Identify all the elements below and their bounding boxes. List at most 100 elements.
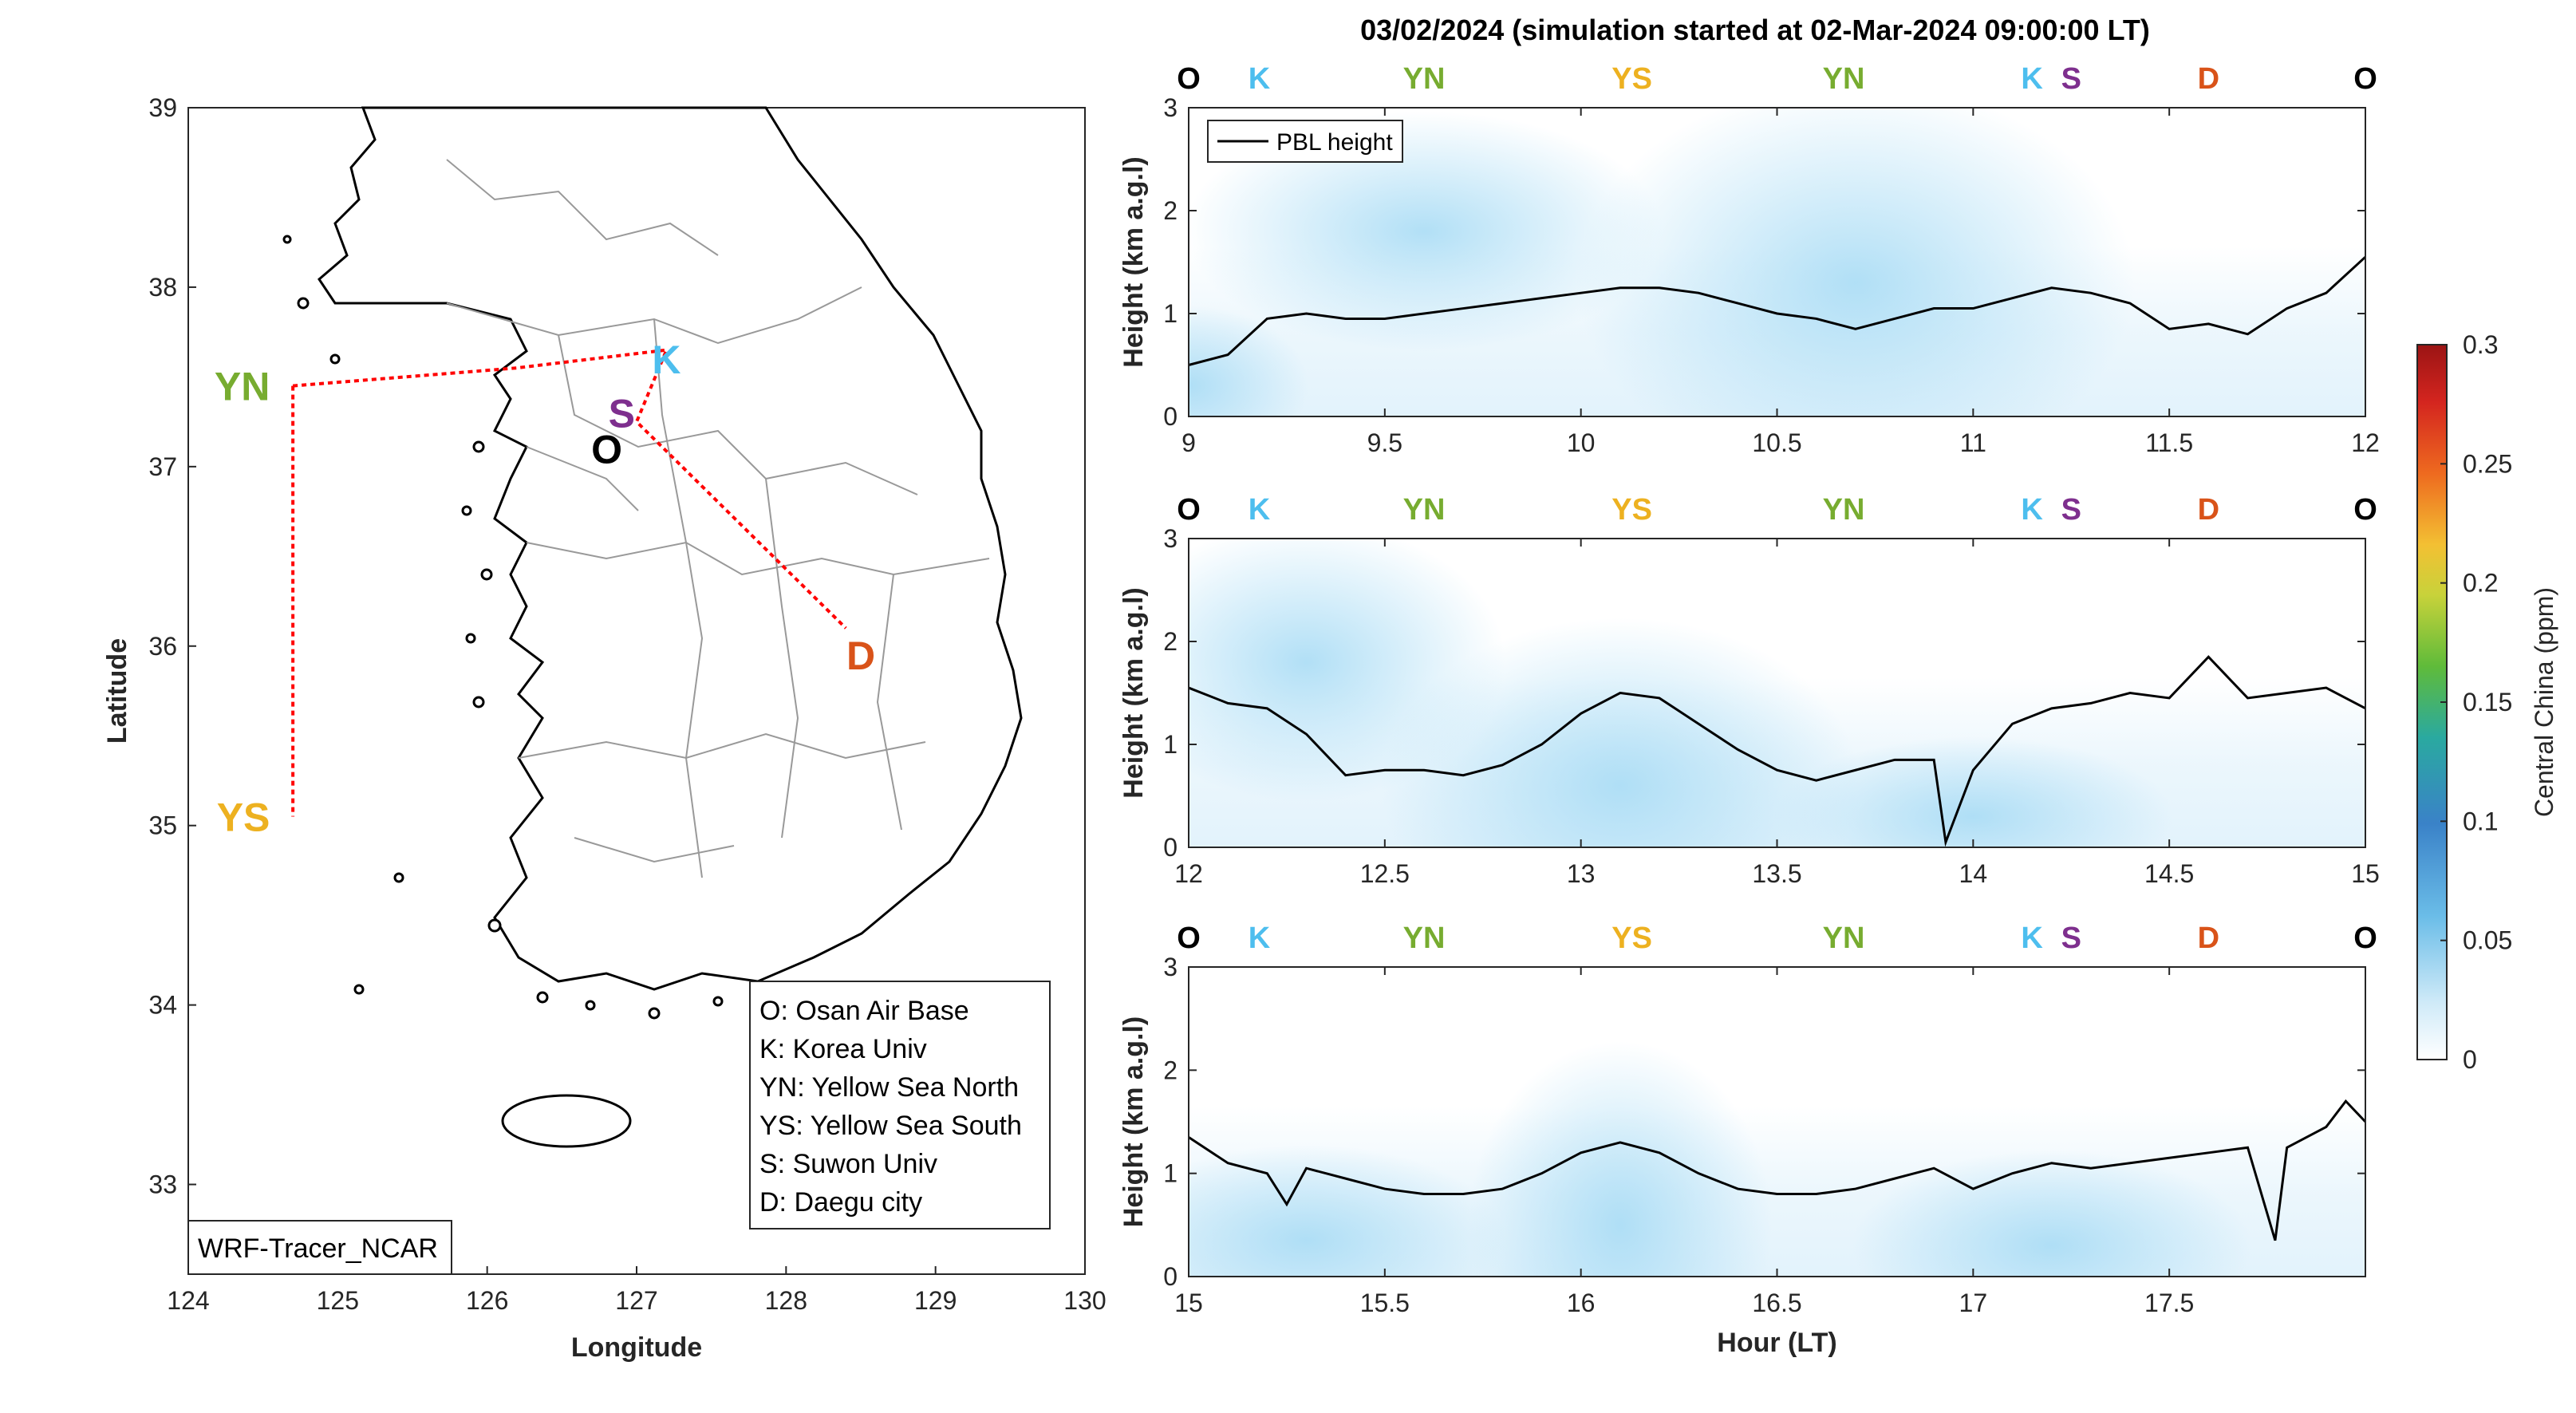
xtick-label: 14	[1959, 859, 1988, 888]
site-label-yn: YN	[1403, 493, 1446, 527]
site-label-yn: YN	[1403, 62, 1446, 96]
xtick-label: 15	[1174, 1289, 1203, 1317]
site-label-k: K	[1249, 493, 1271, 527]
site-label-o: O	[2353, 62, 2377, 96]
site-label-ys: YS	[1611, 922, 1652, 955]
colorbar-tick-label: 0.15	[2463, 688, 2512, 716]
site-label-yn: YN	[1823, 493, 1865, 527]
xtick-label: 13	[1567, 859, 1596, 888]
site-label-d: D	[2198, 493, 2219, 527]
map-ticks: 124 125 126 127 128 129 130 33 34 35 36 37 38 39	[148, 93, 1106, 1315]
figure-title: 03/02/2024 (simulation started at 02-Mar…	[1360, 14, 2150, 46]
ylabel: Height (km a.g.l)	[1118, 587, 1149, 798]
source-label: WRF-Tracer_NCAR	[198, 1233, 438, 1264]
concentration-blob	[1468, 1041, 1772, 1277]
ytick-label: 0	[1163, 1262, 1178, 1291]
pbl-height-line	[1188, 255, 2367, 366]
xtick-label: 14.5	[2144, 859, 2194, 888]
map-xtick-label: 124	[167, 1286, 209, 1315]
ytick-label: 2	[1163, 196, 1178, 225]
map-xtick-label: 128	[765, 1286, 807, 1315]
map-ytick-label: 36	[148, 632, 177, 661]
peninsula-outline	[318, 106, 1023, 991]
map-ytick-label: 34	[148, 991, 177, 1020]
map-legend-entry: YN: Yellow Sea North	[759, 1072, 1019, 1103]
concentration-blob	[1189, 306, 1308, 416]
concentration-blob	[1189, 111, 1663, 351]
map-legend-entry: YS: Yellow Sea South	[759, 1111, 1022, 1141]
map-panel: KSO YN YS D 124 125 126 127 128 129 130 33 34 35 36 37…	[102, 93, 1107, 1363]
site-label-k: K	[1249, 62, 1271, 96]
xtick-label: 15.5	[1360, 1289, 1410, 1317]
ytick-label: 3	[1163, 524, 1178, 553]
site-label-d: D	[2198, 62, 2219, 96]
ytick-label: 3	[1163, 93, 1178, 122]
colorbar-tick-label: 0.05	[2463, 926, 2512, 955]
map-site-d: D	[846, 633, 875, 678]
concentration-blob	[1576, 108, 2135, 416]
site-markers: KSO YN YS D	[215, 337, 875, 840]
xtick-label: 12	[1174, 859, 1203, 888]
xtick-label: 16	[1567, 1289, 1596, 1317]
map-site-ys: YS	[217, 795, 270, 839]
xtick-label: 17	[1959, 1289, 1988, 1317]
site-label-yn: YN	[1823, 922, 1865, 955]
map-xtick-label: 129	[914, 1286, 957, 1315]
ytick-label: 1	[1163, 299, 1178, 328]
map-legend-entry: S: Suwon Univ	[759, 1149, 937, 1179]
site-label-s: S	[2061, 493, 2081, 527]
colorbar-tick-label: 0.3	[2463, 330, 2498, 359]
map-site-yn: YN	[215, 365, 270, 409]
korea-coastline	[282, 106, 1023, 1148]
map-legend-entry: K: Korea Univ	[759, 1034, 927, 1064]
xtick-label: 11.5	[2145, 428, 2193, 457]
ytick-label: 1	[1163, 730, 1178, 759]
map-site-s: S	[609, 391, 635, 436]
site-label-k: K	[2021, 922, 2043, 955]
map-legend-entry: D: Daegu city	[759, 1187, 922, 1218]
map-xtick-label: 127	[615, 1286, 657, 1315]
concentration-blob	[1852, 1150, 2251, 1277]
site-label-o: O	[1177, 493, 1201, 527]
xtick-label: 9.5	[1367, 428, 1402, 457]
site-label-k: K	[1249, 922, 1271, 955]
concentration-blob	[1189, 539, 1506, 802]
track-line	[292, 348, 847, 630]
map-xtick-label: 126	[466, 1286, 508, 1315]
xtick-label: 12.5	[1360, 859, 1410, 888]
xtick-label: 10.5	[1752, 428, 1801, 457]
map-ytick-label: 37	[148, 452, 177, 481]
site-label-k: K	[2021, 62, 2043, 96]
site-label-o: O	[2353, 922, 2377, 955]
colorbar: 0 0.05 0.1 0.15 0.2 0.25 0.3 Central China (pp…	[2416, 330, 2558, 1074]
map-ytick-label: 39	[148, 93, 177, 122]
ytick-label: 2	[1163, 627, 1178, 656]
site-label-k: K	[2021, 493, 2043, 527]
xtick-label: 17.5	[2144, 1289, 2194, 1317]
islands	[282, 235, 724, 1020]
colorbar-tick-label: 0	[2463, 1045, 2477, 1074]
map-xtick-label: 130	[1063, 1286, 1106, 1315]
xlabel: Hour (LT)	[1717, 1328, 1836, 1358]
site-label-o: O	[1177, 922, 1201, 955]
site-label-yn: YN	[1403, 922, 1446, 955]
xtick-label: 13.5	[1752, 859, 1801, 888]
site-label-o: O	[2353, 493, 2377, 527]
concentration-blob	[1189, 1144, 1506, 1277]
map-ytick-label: 35	[148, 811, 177, 840]
site-label-s: S	[2061, 62, 2081, 96]
xtick-label: 15	[2351, 859, 2380, 888]
source-label-frame	[187, 1220, 452, 1275]
observation-track	[291, 348, 847, 817]
concentration-field	[1189, 108, 2365, 416]
pbl-legend-label: PBL height	[1276, 129, 1393, 156]
map-site-o: O	[591, 427, 622, 472]
map-ylabel: Latitude	[102, 638, 132, 744]
ytick-label: 0	[1163, 402, 1178, 431]
concentration-field	[1189, 1041, 2365, 1277]
pbl-height-line	[1188, 1099, 2367, 1241]
map-ytick-label: 33	[148, 1170, 177, 1199]
